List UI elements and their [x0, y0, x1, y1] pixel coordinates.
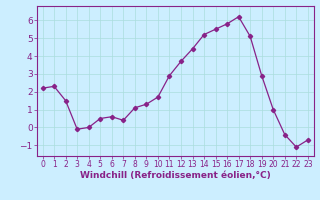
X-axis label: Windchill (Refroidissement éolien,°C): Windchill (Refroidissement éolien,°C) [80, 171, 271, 180]
